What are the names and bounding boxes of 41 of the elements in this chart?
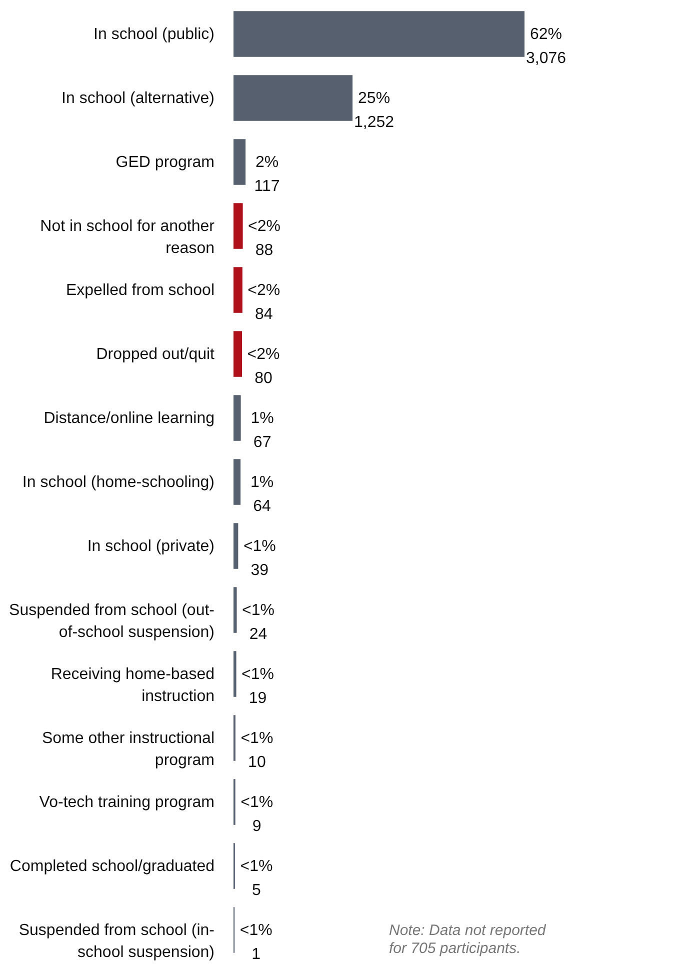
data-label: <1% 39	[243, 538, 276, 579]
y-tick-label: Not in school for another reason	[40, 218, 216, 257]
data-label: <1% 19	[242, 666, 274, 707]
data-label: 25% 1,252	[354, 90, 394, 131]
data-label: 1% 64	[250, 474, 274, 515]
y-tick-label: Some other instructional program	[42, 730, 214, 769]
data-label: <2% 88	[248, 218, 281, 259]
y-tick-label: Receiving home-based instruction	[50, 666, 214, 705]
data-label: <2% 80	[247, 346, 280, 387]
y-tick-label: Vo-tech training program	[39, 794, 214, 811]
bar	[234, 11, 524, 57]
bar	[234, 203, 243, 249]
bar	[234, 459, 241, 505]
bar	[234, 139, 246, 185]
y-tick-label: Suspended from school (out-of-school suspension)	[9, 602, 214, 641]
y-tick-label: In school (private)	[87, 538, 214, 555]
y-tick-label: Distance/online learning	[44, 410, 214, 427]
y-tick-label: In school (public)	[94, 26, 214, 43]
data-label: <2% 84	[248, 282, 280, 323]
bar	[234, 523, 238, 569]
bar	[234, 331, 242, 377]
y-tick-label: GED program	[116, 154, 214, 171]
bar	[234, 75, 353, 121]
data-label: <1% 9	[240, 794, 274, 835]
data-label: <1% 24	[242, 602, 274, 643]
bar	[234, 267, 242, 313]
bar	[234, 587, 237, 633]
y-tick-label: In school (home-schooling)	[22, 474, 214, 491]
data-label: <1% 1	[240, 922, 272, 963]
data-label: 62% 3,076	[526, 26, 566, 67]
y-tick-label: Suspended from school (in-school suspension)	[18, 922, 214, 961]
data-label: 2% 117	[254, 154, 280, 195]
data-label: <1% 10	[240, 730, 274, 771]
data-label: 1% 67	[250, 410, 274, 451]
y-tick-label: In school (alternative)	[62, 90, 214, 107]
data-label: <1% 5	[240, 858, 273, 899]
y-tick-label: Expelled from school	[66, 282, 214, 299]
annotation: Note: Data not reported for 705 participants.	[389, 922, 546, 957]
y-tick-label: Completed school/graduated	[10, 858, 214, 875]
bar	[234, 395, 241, 441]
y-tick-label: Dropped out/quit	[96, 346, 216, 363]
